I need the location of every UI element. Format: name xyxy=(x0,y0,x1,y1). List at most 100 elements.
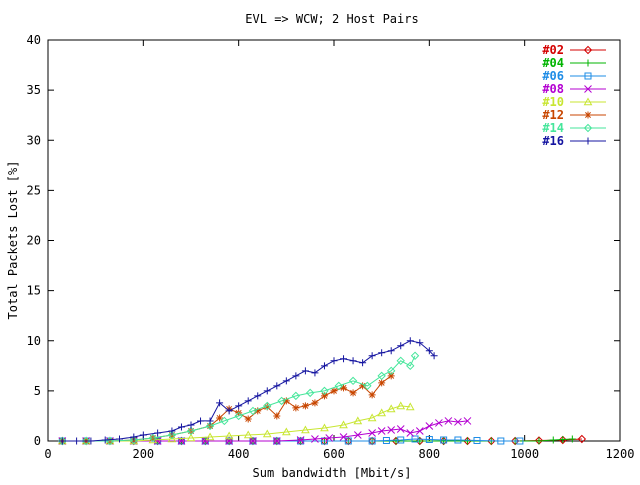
data-point xyxy=(367,413,377,422)
data-point xyxy=(516,437,524,445)
data-point xyxy=(273,412,281,420)
data-point xyxy=(416,437,424,445)
data-point xyxy=(291,391,301,401)
data-point xyxy=(320,386,329,396)
data-point xyxy=(339,433,348,441)
data-point xyxy=(311,369,319,377)
y-tick-label: 25 xyxy=(27,183,41,197)
data-point xyxy=(549,436,557,444)
y-tick-label: 20 xyxy=(27,234,41,248)
data-point xyxy=(382,436,390,444)
data-point xyxy=(177,423,185,431)
data-point xyxy=(368,437,376,445)
data-point xyxy=(311,399,319,407)
data-point xyxy=(277,396,286,406)
data-point xyxy=(168,427,176,435)
x-tick-label: 0 xyxy=(44,447,51,461)
legend-marker xyxy=(583,123,593,133)
data-point xyxy=(387,372,395,380)
data-point xyxy=(186,426,196,436)
data-point xyxy=(386,366,396,376)
data-point xyxy=(377,371,386,381)
data-point xyxy=(154,429,162,437)
data-point xyxy=(296,436,305,444)
data-point xyxy=(368,352,376,360)
data-point xyxy=(406,337,414,345)
data-point xyxy=(535,437,543,445)
data-point xyxy=(454,418,462,426)
data-point xyxy=(425,435,433,443)
y-tick-label: 0 xyxy=(34,434,41,448)
data-point xyxy=(368,429,376,437)
legend-entry: #14 xyxy=(542,121,606,135)
data-point xyxy=(377,427,386,435)
data-point xyxy=(167,430,177,440)
series-16 xyxy=(58,337,438,445)
data-point xyxy=(281,427,291,436)
data-point xyxy=(235,402,243,410)
data-point xyxy=(440,436,448,444)
data-point xyxy=(430,352,438,360)
data-point xyxy=(224,431,234,440)
data-point xyxy=(325,434,334,442)
legend-marker xyxy=(583,45,593,55)
y-axis-label: Total Packets Lost [%] xyxy=(6,161,20,320)
data-point xyxy=(473,436,481,444)
data-point xyxy=(292,404,300,412)
data-point xyxy=(301,425,310,434)
data-point xyxy=(243,430,253,439)
y-tick-label: 5 xyxy=(34,384,41,398)
data-point xyxy=(339,420,348,429)
data-point xyxy=(301,402,309,410)
data-point xyxy=(410,351,420,360)
data-point xyxy=(340,384,348,392)
y-tick-label: 35 xyxy=(27,83,41,97)
series-line xyxy=(62,355,416,442)
legend: #02#04#06#08#10#12#14#16 xyxy=(542,43,606,148)
legend-label: #14 xyxy=(542,121,564,135)
data-point xyxy=(254,407,262,415)
data-point xyxy=(411,435,419,443)
series-14 xyxy=(58,351,420,446)
data-point xyxy=(330,357,338,365)
data-point xyxy=(558,435,568,445)
data-point xyxy=(282,377,290,385)
legend-label: #16 xyxy=(542,134,564,148)
x-axis-label: Sum bandwidth [Mbit/s] xyxy=(253,466,412,480)
data-point xyxy=(359,359,367,367)
data-point xyxy=(378,379,386,387)
legend-marker xyxy=(584,111,592,119)
data-point xyxy=(263,403,271,411)
data-point xyxy=(292,372,300,380)
data-point xyxy=(205,432,215,441)
y-tick-label: 40 xyxy=(27,33,41,47)
legend-label: #04 xyxy=(542,56,564,70)
data-point xyxy=(378,349,386,357)
data-point xyxy=(81,436,91,446)
data-point xyxy=(129,435,139,445)
legend-marker xyxy=(583,97,593,106)
data-point xyxy=(359,382,367,390)
data-point xyxy=(187,421,195,429)
legend-entry: #04 xyxy=(542,56,606,70)
data-point xyxy=(248,406,258,416)
data-point xyxy=(205,421,215,431)
series-line xyxy=(62,340,435,442)
data-point xyxy=(392,437,400,445)
data-point xyxy=(273,382,281,390)
data-point xyxy=(349,389,357,397)
data-point xyxy=(58,437,66,445)
data-point xyxy=(330,387,338,395)
data-point xyxy=(368,391,376,399)
data-point xyxy=(577,434,587,444)
data-point xyxy=(559,435,567,443)
data-point xyxy=(463,437,471,445)
y-tick-label: 30 xyxy=(27,133,41,147)
data-point xyxy=(397,342,405,350)
data-point xyxy=(301,367,309,375)
legend-marker xyxy=(584,59,592,67)
data-point xyxy=(320,392,328,400)
legend-entry: #12 xyxy=(542,108,606,122)
